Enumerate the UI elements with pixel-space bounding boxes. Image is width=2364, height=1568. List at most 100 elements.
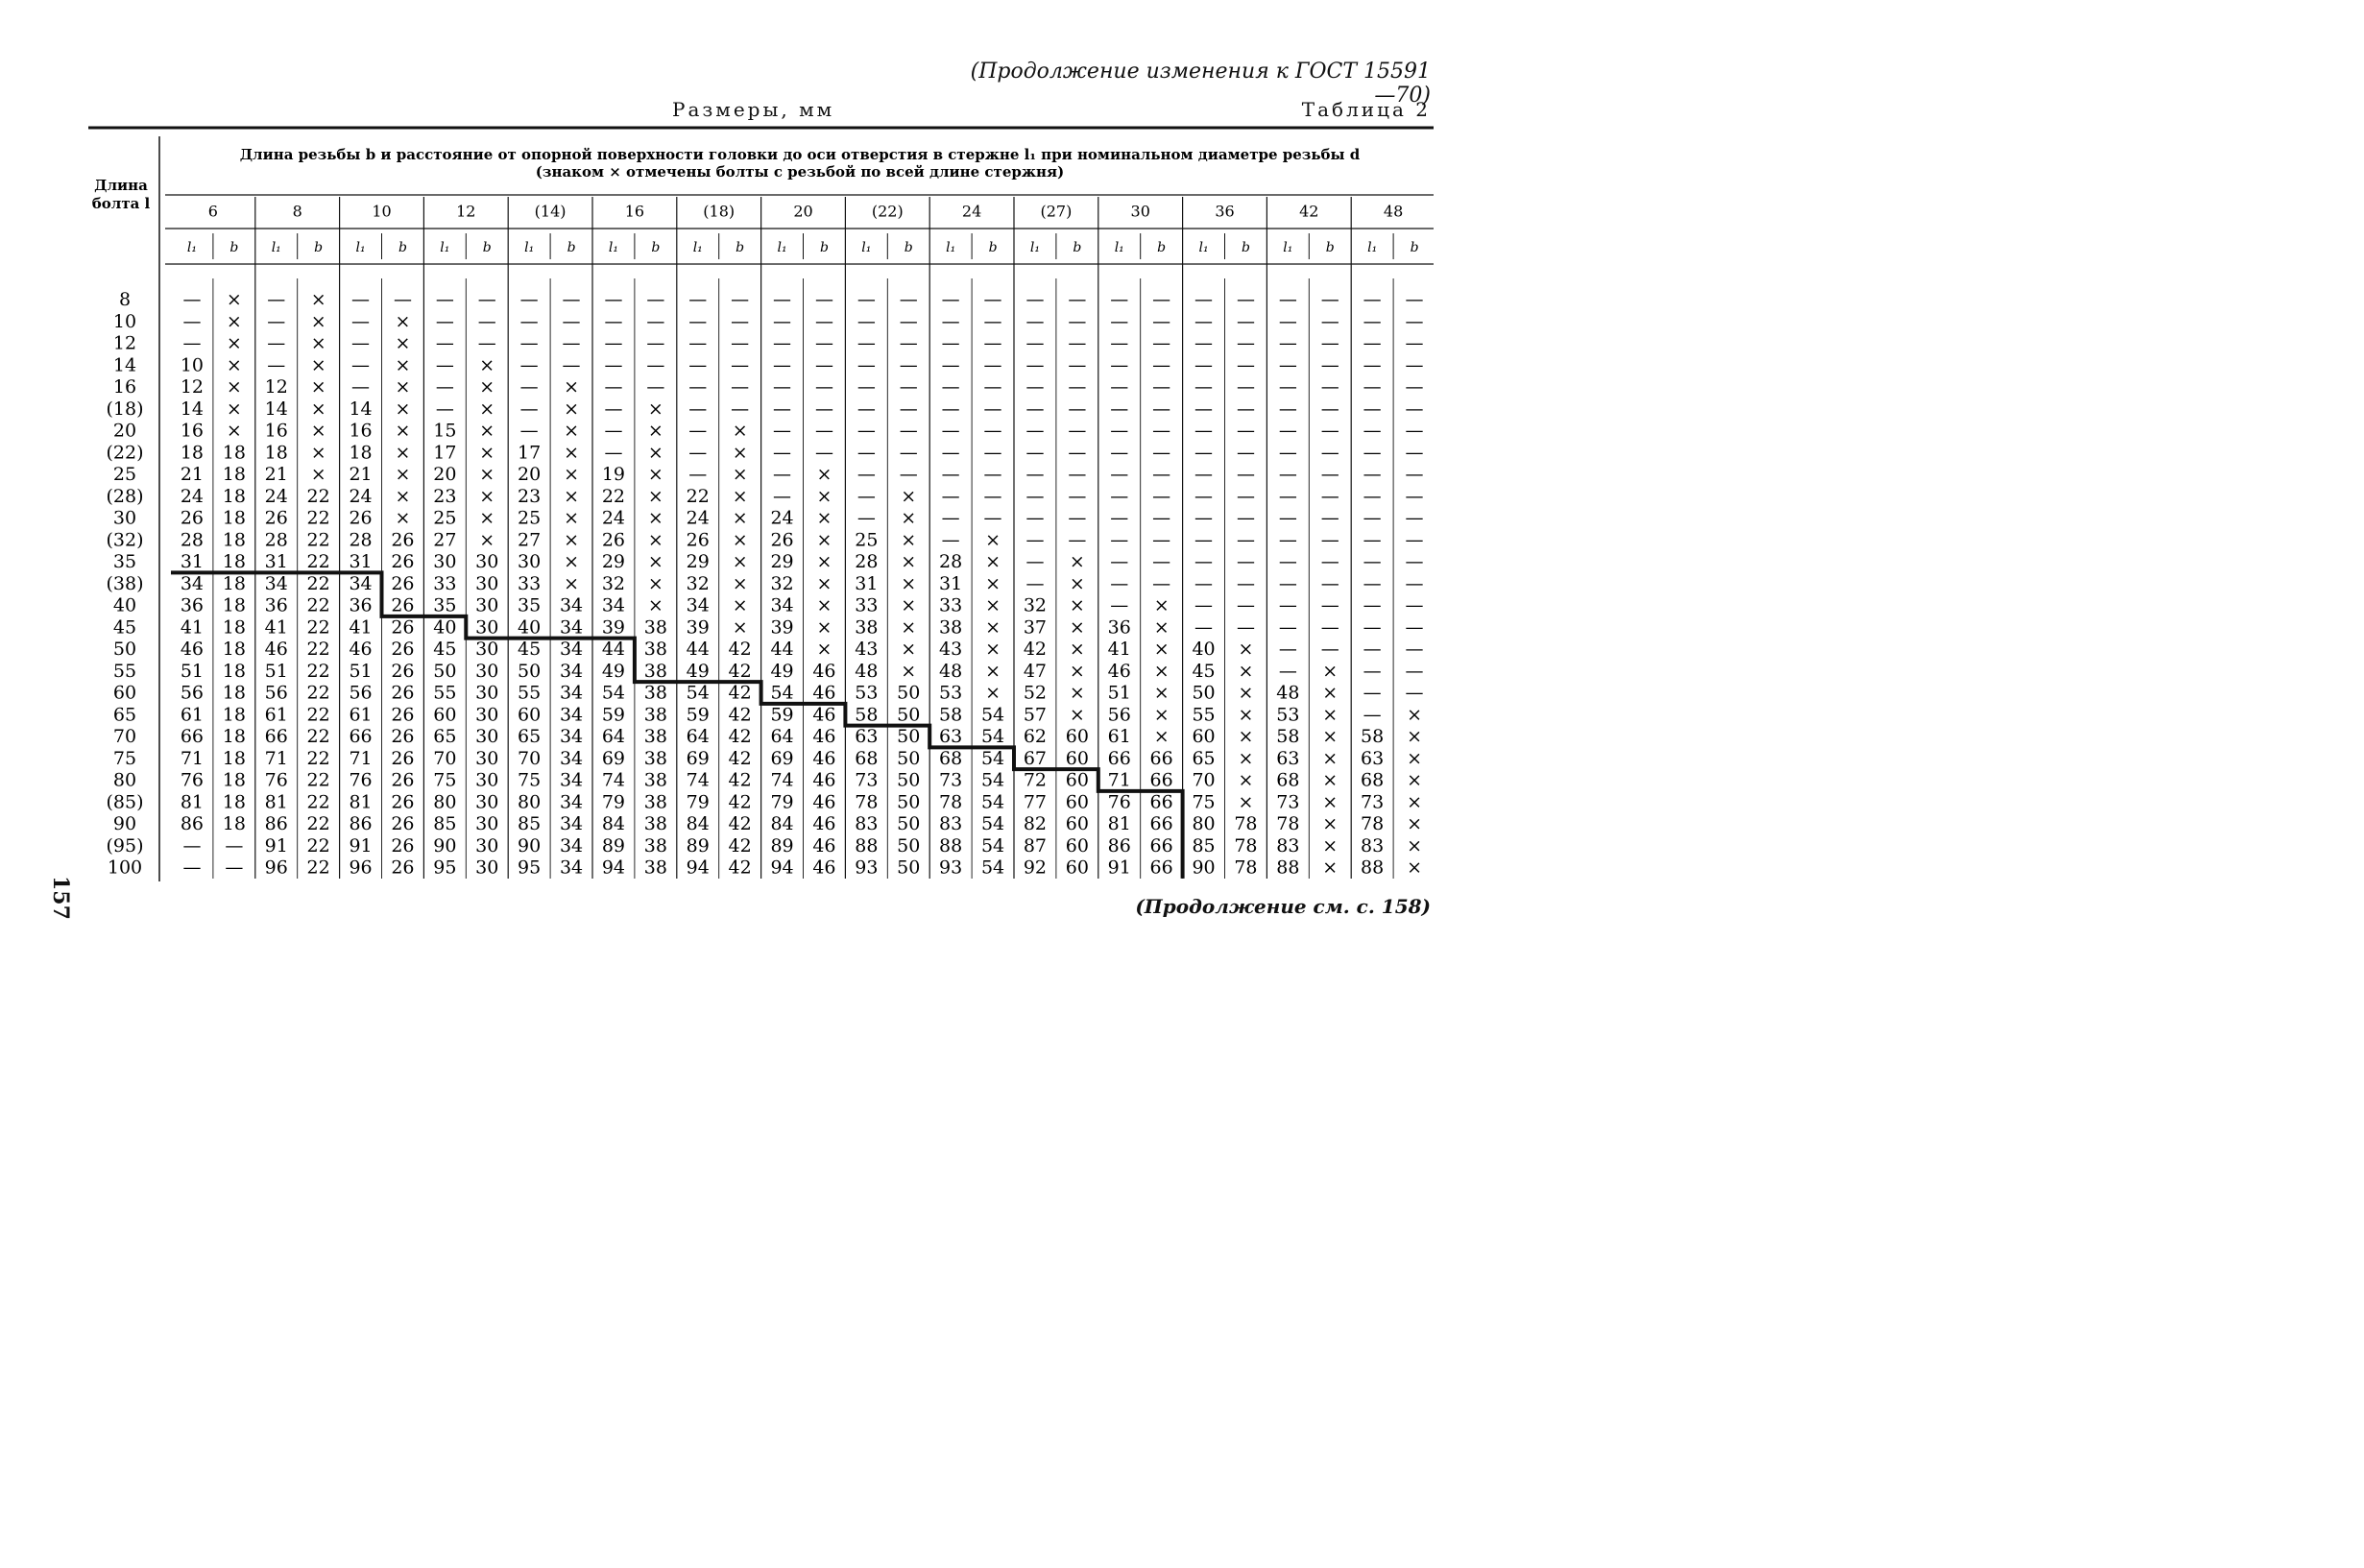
table-cell: 22 (307, 595, 330, 616)
table-cell: — (1237, 442, 1255, 463)
table-cell: 18 (223, 595, 246, 616)
table-cell: — (857, 508, 876, 529)
table-cell: × (1322, 813, 1338, 834)
table-cell: × (1407, 857, 1422, 879)
table-cell: 53 (939, 683, 962, 704)
table-cell: 18 (223, 486, 246, 507)
table-cell: — (1068, 529, 1086, 550)
table-cell: — (1363, 529, 1382, 550)
table-cell: × (395, 421, 410, 442)
table-cell: — (1237, 421, 1255, 442)
bolt-length-label: 50 (113, 639, 136, 660)
table-cell: 54 (602, 683, 625, 704)
table-cell: 93 (939, 857, 962, 879)
table-cell: — (182, 311, 201, 332)
table-cell: — (1363, 508, 1382, 529)
table-cell: — (1068, 376, 1086, 398)
table-cell: × (227, 398, 242, 420)
subheader-l1: l₁ (1199, 240, 1209, 255)
table-cell: — (1406, 683, 1424, 704)
table-cell: — (1194, 376, 1213, 398)
table-cell: — (1363, 573, 1382, 594)
table-cell: 22 (307, 551, 330, 572)
table-cell: × (1322, 770, 1338, 791)
table-cell: — (1152, 442, 1170, 463)
table-cell: × (1322, 726, 1338, 747)
table-cell: 54 (981, 835, 1004, 856)
table-cell: — (182, 289, 201, 310)
table-cell: — (773, 464, 791, 485)
table-cell: 71 (181, 748, 204, 769)
bolt-length-label: 14 (113, 354, 136, 375)
table-cell: 73 (855, 770, 878, 791)
table-cell: × (816, 486, 832, 507)
table-cell: 65 (433, 726, 456, 747)
table-cell: 86 (265, 813, 288, 834)
table-cell: 51 (181, 661, 204, 682)
table-cell: 12 (181, 376, 204, 398)
table-cell: — (857, 442, 876, 463)
bolt-length-label: 40 (113, 595, 136, 616)
table-cell: 24 (770, 508, 793, 529)
table-cell: — (1406, 595, 1424, 616)
table-cell: 30 (475, 704, 498, 725)
table-cell: — (688, 333, 707, 354)
bolt-length-label: 16 (113, 376, 136, 398)
table-cell: 68 (1361, 770, 1384, 791)
table-cell: × (311, 376, 326, 398)
table-cell: × (395, 442, 410, 463)
table-cell: 81 (1108, 813, 1131, 834)
table-cell: 54 (770, 683, 793, 704)
table-cell: × (816, 529, 832, 550)
table-cell: 24 (687, 508, 710, 529)
table-cell: 54 (981, 748, 1004, 769)
table-cell: 26 (391, 704, 414, 725)
diameter-label: (22) (872, 203, 904, 221)
table-cell: — (1279, 616, 1297, 638)
table-cell: 33 (518, 573, 541, 594)
table-cell: 70 (1192, 770, 1215, 791)
table-cell: 25 (433, 508, 456, 529)
table-cell: — (900, 398, 918, 420)
page-number: 157 (48, 876, 73, 920)
table-cell: 54 (981, 704, 1004, 725)
table-cell: 46 (812, 704, 835, 725)
table-cell: 46 (265, 639, 288, 660)
table-cell: 34 (602, 595, 625, 616)
row-header-label: болта l (92, 195, 151, 212)
table-cell: 46 (181, 639, 204, 660)
table-cell: × (479, 486, 495, 507)
table-cell: × (479, 464, 495, 485)
table-cell: × (479, 508, 495, 529)
table-cell: 84 (602, 813, 625, 834)
diameter-label: (18) (703, 203, 735, 221)
table-cell: — (857, 376, 876, 398)
table-cell: × (648, 464, 663, 485)
table-cell: — (604, 311, 622, 332)
table-cell: 38 (644, 813, 667, 834)
bolt-length-label: (28) (106, 486, 143, 507)
table-cell: × (1154, 726, 1170, 747)
table-cell: — (688, 464, 707, 485)
table-cell: 60 (1066, 748, 1089, 769)
table-cell: 62 (1024, 726, 1047, 747)
table-cell: 30 (475, 683, 498, 704)
table-cell: — (604, 354, 622, 375)
table-cell: 50 (518, 661, 541, 682)
table-cell: 43 (855, 639, 878, 660)
diameter-label: (14) (535, 203, 567, 221)
table-cell: — (1025, 333, 1044, 354)
table-cell: — (604, 333, 622, 354)
table-cell: 15 (433, 421, 456, 442)
table-cell: 66 (1150, 791, 1173, 812)
table-cell: 28 (855, 551, 878, 572)
table-cell: × (227, 333, 242, 354)
table-cell: — (1279, 354, 1297, 375)
table-cell: — (1363, 595, 1382, 616)
table-cell: — (1152, 421, 1170, 442)
table-cell: 78 (1276, 813, 1299, 834)
table-cell: — (1025, 421, 1044, 442)
table-cell: 94 (770, 857, 793, 879)
table-cell: — (1068, 398, 1086, 420)
table-cell: — (984, 311, 1002, 332)
